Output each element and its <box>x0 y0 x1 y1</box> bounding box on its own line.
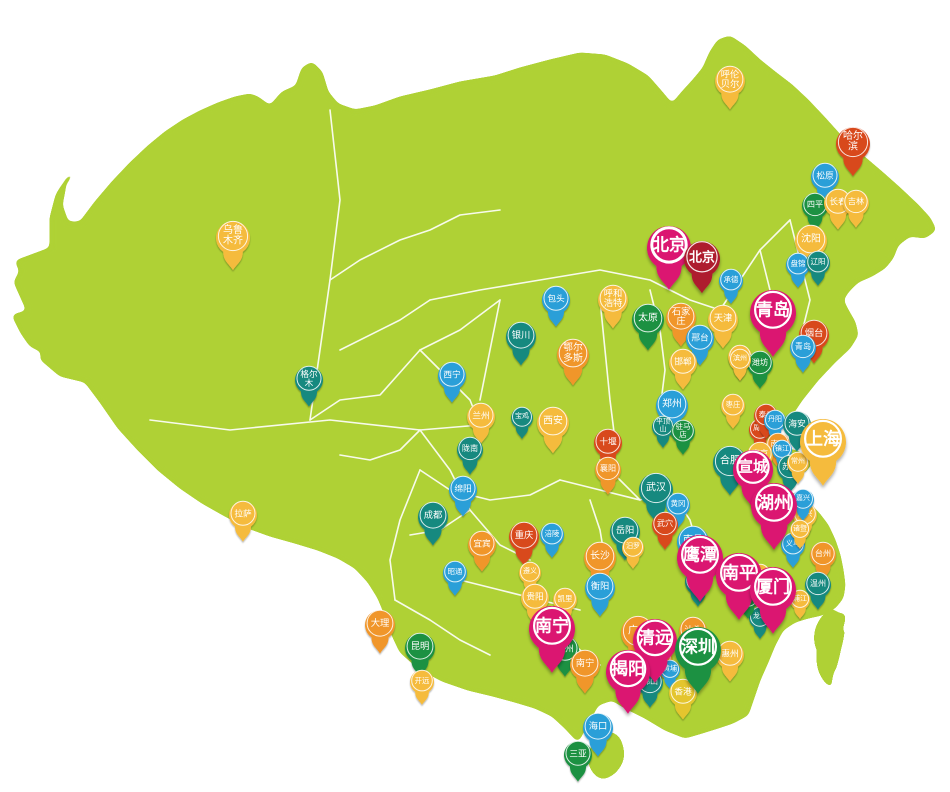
svg-text:南宁: 南宁 <box>535 615 569 635</box>
svg-text:兰州: 兰州 <box>472 409 489 420</box>
svg-text:香港: 香港 <box>674 685 692 696</box>
svg-text:西安: 西安 <box>543 414 563 427</box>
svg-text:平顶: 平顶 <box>656 418 670 426</box>
svg-text:凯里: 凯里 <box>558 594 573 603</box>
svg-text:绵阳: 绵阳 <box>454 482 471 493</box>
svg-text:贝尔: 贝尔 <box>721 78 740 89</box>
svg-text:店: 店 <box>679 430 686 439</box>
svg-text:十堰: 十堰 <box>599 435 617 446</box>
svg-text:南平: 南平 <box>722 562 756 582</box>
svg-text:宣城: 宣城 <box>738 458 768 476</box>
svg-text:昆明: 昆明 <box>411 641 430 651</box>
svg-text:天津: 天津 <box>714 313 733 323</box>
svg-text:宝鸡: 宝鸡 <box>515 411 529 420</box>
svg-text:多斯: 多斯 <box>563 351 583 364</box>
svg-text:大理: 大理 <box>371 617 390 628</box>
svg-text:武穴: 武穴 <box>657 518 673 528</box>
svg-text:乌鲁: 乌鲁 <box>223 223 243 236</box>
svg-text:湖州: 湖州 <box>757 493 791 512</box>
svg-text:枣庄: 枣庄 <box>726 400 741 409</box>
svg-text:丹阳: 丹阳 <box>768 414 782 423</box>
svg-text:清远: 清远 <box>638 627 672 647</box>
svg-text:涪陵: 涪陵 <box>545 529 560 538</box>
svg-text:呼伦: 呼伦 <box>721 68 740 79</box>
svg-text:衡阳: 衡阳 <box>591 580 610 591</box>
svg-text:郑州: 郑州 <box>662 397 682 410</box>
svg-text:辽阳: 辽阳 <box>811 257 826 266</box>
svg-text:哈尔: 哈尔 <box>843 129 863 142</box>
svg-text:盘锦: 盘锦 <box>791 259 806 268</box>
svg-text:厦门: 厦门 <box>756 576 790 596</box>
svg-text:遵义: 遵义 <box>523 566 537 575</box>
svg-text:吉林: 吉林 <box>848 196 864 206</box>
svg-text:鹰潭: 鹰潭 <box>683 544 717 564</box>
svg-text:包头: 包头 <box>547 292 565 303</box>
svg-text:武汉: 武汉 <box>646 481 666 494</box>
svg-text:重庆: 重庆 <box>515 529 534 540</box>
svg-text:太原: 太原 <box>638 311 658 324</box>
svg-text:陇南: 陇南 <box>462 443 478 453</box>
svg-text:嘉兴: 嘉兴 <box>796 493 810 502</box>
svg-text:青岛: 青岛 <box>756 299 790 319</box>
svg-text:诸暨: 诸暨 <box>793 523 807 532</box>
svg-text:揭阳: 揭阳 <box>611 658 645 678</box>
svg-text:庄: 庄 <box>676 315 685 326</box>
svg-text:银川: 银川 <box>512 329 531 340</box>
svg-text:开远: 开远 <box>415 676 430 685</box>
svg-text:昭通: 昭通 <box>448 567 463 576</box>
svg-text:木: 木 <box>305 377 314 388</box>
svg-text:长沙: 长沙 <box>590 550 610 562</box>
svg-text:滨: 滨 <box>848 140 858 153</box>
svg-text:呼和: 呼和 <box>604 288 623 298</box>
svg-text:深圳: 深圳 <box>681 636 715 656</box>
svg-text:四平: 四平 <box>807 200 823 209</box>
svg-text:石家: 石家 <box>672 305 691 316</box>
svg-text:沈阳: 沈阳 <box>801 232 821 245</box>
svg-text:潍坊: 潍坊 <box>752 357 768 367</box>
svg-text:汨罗: 汨罗 <box>626 542 640 550</box>
svg-text:鄂尔: 鄂尔 <box>563 340 583 353</box>
svg-text:承德: 承德 <box>724 275 739 284</box>
svg-text:温州: 温州 <box>810 579 826 588</box>
svg-text:松原: 松原 <box>816 169 834 180</box>
svg-text:拉萨: 拉萨 <box>234 507 252 518</box>
svg-text:山: 山 <box>660 424 667 433</box>
svg-text:宜宾: 宜宾 <box>473 537 491 548</box>
svg-text:浩特: 浩特 <box>604 297 623 308</box>
svg-text:北京: 北京 <box>689 249 715 264</box>
svg-text:滨州: 滨州 <box>733 353 747 362</box>
svg-text:贵阳: 贵阳 <box>526 590 543 601</box>
svg-text:黄冈: 黄冈 <box>671 499 686 508</box>
svg-text:北京: 北京 <box>652 234 686 254</box>
svg-text:常州: 常州 <box>791 456 805 465</box>
svg-text:邢台: 邢台 <box>691 331 709 342</box>
svg-text:岳阳: 岳阳 <box>616 524 635 535</box>
svg-text:邯郸: 邯郸 <box>674 355 692 366</box>
svg-text:三亚: 三亚 <box>569 748 587 758</box>
svg-text:上海: 上海 <box>806 428 840 448</box>
svg-text:镇江: 镇江 <box>775 443 789 452</box>
svg-text:成都: 成都 <box>424 509 443 520</box>
svg-text:木齐: 木齐 <box>223 234 243 247</box>
svg-text:青岛: 青岛 <box>795 341 811 351</box>
svg-text:西宁: 西宁 <box>443 368 461 379</box>
svg-text:南宁: 南宁 <box>576 657 595 668</box>
svg-text:台州: 台州 <box>815 548 831 558</box>
svg-text:惠州: 惠州 <box>721 647 738 658</box>
svg-text:襄阳: 襄阳 <box>600 463 616 473</box>
svg-text:海安: 海安 <box>788 417 806 428</box>
svg-text:海口: 海口 <box>589 720 608 731</box>
